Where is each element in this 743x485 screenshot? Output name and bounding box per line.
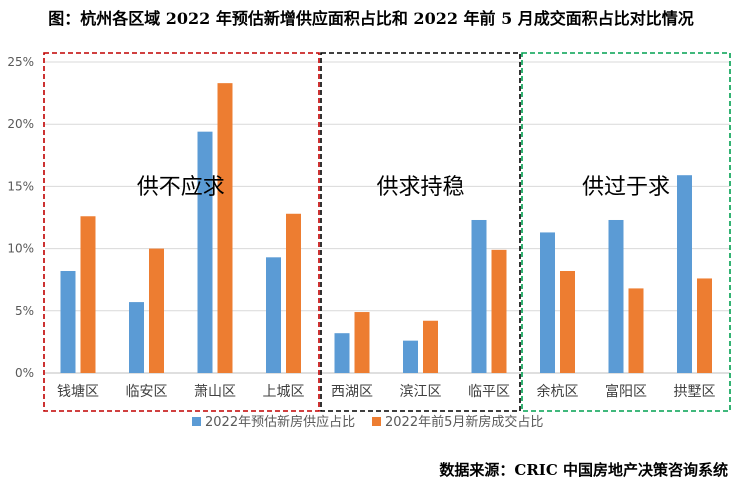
legend-swatch [372,417,381,426]
y-tick-label: 25% [7,55,34,69]
legend-entry: 2022年预估新房供应占比 [205,414,355,430]
y-tick-label: 20% [7,117,34,131]
legend-entry: 2022年前5月新房成交占比 [385,414,543,430]
bar-deal-6 [491,249,507,373]
y-tick-label: 10% [7,242,34,256]
bar-supply-0 [60,270,76,373]
bar-supply-2 [197,131,213,373]
y-tick-label: 0% [15,366,34,380]
group-label: 供过于求 [582,175,670,200]
grid-layer [45,61,730,374]
source-note: 数据来源：CRIC 中国房地产决策咨询系统 [439,461,728,479]
x-tick-label: 富阳区 [605,383,647,400]
group-box-0 [43,52,320,412]
bar-deal-4 [354,312,370,373]
x-tick-label: 萧山区 [194,384,236,400]
x-tick-label: 钱塘区 [57,384,99,400]
labels: 0% 5% 10% 15% 20% 25% 钱塘区 临安区 萧山区 上城区 西湖区 滨江区 临平区 余杭区… [7,55,715,400]
x-tick-label: 临安区 [126,384,168,400]
legend: 2022年预估新房供应占比 2022年前5月新房成交占比 [192,414,543,430]
y-tick-label: 5% [15,304,34,318]
group-box-1 [320,52,521,412]
bar-supply-6 [471,219,487,373]
bar-supply-8 [608,219,624,373]
x-tick-label: 余杭区 [537,383,579,400]
bar-supply-9 [677,175,692,373]
x-tick-label: 西湖区 [331,384,373,400]
group-label: 供求持稳 [376,175,464,200]
bar-deal-7 [560,270,575,373]
y-tick-label: 15% [7,179,34,193]
bar-supply-7 [540,232,555,373]
bar-supply-3 [266,257,281,373]
chart-title: 图：杭州各区域 2022 年预估新增供应面积占比和 2022 年前 5 月成交面… [48,9,694,28]
x-tick-label: 上城区 [263,384,305,400]
bars [60,83,712,373]
group-boxes [43,52,731,412]
bar-deal-8 [628,288,644,373]
x-tick-label: 滨江区 [400,384,442,400]
group-label: 供不应求 [137,175,225,200]
x-tick-label: 临平区 [468,384,510,400]
bar-deal-3 [286,213,301,373]
bar-supply-1 [129,302,144,373]
group-box-2 [521,52,731,412]
bar-deal-0 [80,216,96,373]
bar-deal-2 [217,83,233,373]
bar-deal-1 [149,248,164,373]
bar-deal-5 [423,320,438,373]
bar-deal-9 [697,278,712,373]
bar-supply-4 [334,333,350,373]
legend-swatch [192,417,201,426]
x-tick-label: 拱墅区 [674,384,716,400]
bar-supply-5 [403,340,418,373]
